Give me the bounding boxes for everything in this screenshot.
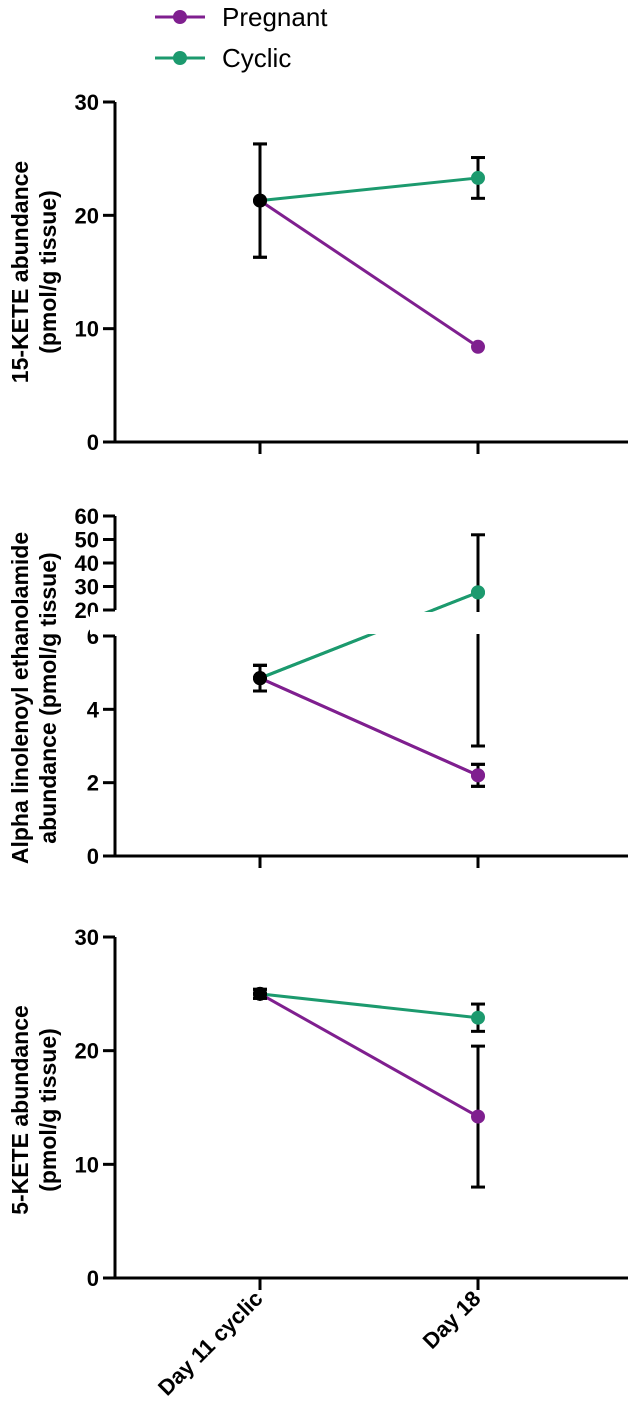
series-line-cyclic	[259, 634, 368, 680]
legend-label-pregnant: Pregnant	[222, 2, 328, 32]
y-tick-label: 60	[75, 504, 99, 529]
series-line-pregnant	[259, 676, 479, 777]
y-tick-label: 40	[75, 551, 99, 576]
panel-15-kete: 15-KETE abundance (pmol/g tissue) 0 10 20 3…	[7, 90, 628, 455]
x-tick-label: Day 11 cyclic	[153, 1286, 268, 1401]
y-axis-label-line-1: Alpha linolenoyl ethanolamide	[7, 532, 33, 864]
legend-marker-cyclic	[173, 51, 187, 65]
panel-5-kete: 5-KETE abundance (pmol/g tissue) 0 10 20 30…	[7, 925, 628, 1400]
y-axis-label-line-1: 5-KETE abundance	[7, 1005, 33, 1215]
series-line-cyclic	[259, 992, 479, 1020]
y-axis-label-line-1: 15-KETE abundance	[7, 161, 33, 383]
y-tick-label: 30	[75, 90, 99, 115]
series-line-pregnant	[259, 992, 479, 1118]
y-tick-label: 30	[75, 925, 99, 950]
legend-label-cyclic: Cyclic	[222, 43, 291, 73]
data-point-cyclic	[471, 1010, 485, 1025]
data-point-pregnant	[253, 193, 267, 208]
y-tick-label: 30	[75, 575, 99, 600]
y-axis-label-line-2: (pmol/g tissue)	[35, 1028, 61, 1192]
data-point-pregnant	[471, 339, 485, 354]
data-point-cyclic	[471, 585, 485, 600]
y-tick-label: 20	[75, 203, 99, 228]
y-axis-label-line-2: (pmol/g tissue)	[35, 190, 61, 354]
series-line-cyclic	[259, 176, 479, 203]
y-tick-label: 0	[87, 844, 99, 869]
panel-alpha-linolenoyl-ethanolamide: Alpha linolenoyl ethanolamide abundance …	[7, 504, 630, 869]
y-tick-label: 2	[87, 771, 99, 796]
legend-marker-pregnant	[173, 10, 187, 24]
legend-item-cyclic: Cyclic	[155, 43, 291, 73]
series-line-pregnant	[259, 199, 479, 349]
data-point-shared	[253, 671, 267, 686]
data-point-pregnant	[471, 768, 485, 783]
y-tick-label: 0	[87, 430, 99, 455]
series-line-cyclic	[432, 590, 479, 612]
y-tick-label: 50	[75, 528, 99, 553]
y-tick-label: 10	[75, 1152, 99, 1177]
y-tick-label: 20	[75, 1039, 99, 1064]
y-tick-label: 4	[87, 697, 100, 722]
data-point-cyclic	[471, 170, 485, 185]
axis-break-gap	[90, 612, 630, 634]
y-axis-label-line-2: abundance (pmol/g tissue)	[35, 552, 61, 843]
legend: Pregnant Cyclic	[155, 2, 328, 73]
y-tick-label: 10	[75, 317, 99, 342]
x-tick-label: Day 18	[418, 1286, 486, 1354]
data-point-pregnant	[471, 1109, 485, 1124]
y-tick-label: 0	[87, 1266, 99, 1291]
legend-item-pregnant: Pregnant	[155, 2, 328, 32]
data-point-pregnant	[253, 986, 267, 1001]
